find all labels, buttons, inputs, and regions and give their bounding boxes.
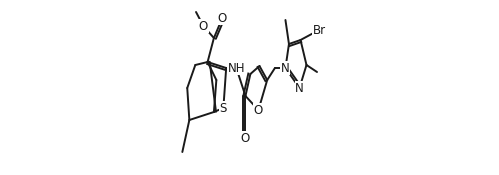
Text: O: O bbox=[218, 12, 227, 24]
Text: O: O bbox=[199, 19, 208, 33]
Text: O: O bbox=[254, 103, 263, 117]
Text: S: S bbox=[220, 102, 227, 114]
Text: O: O bbox=[241, 131, 250, 145]
Text: N: N bbox=[295, 82, 304, 95]
Text: NH: NH bbox=[228, 61, 245, 75]
Text: Br: Br bbox=[312, 23, 326, 37]
Text: N: N bbox=[281, 61, 290, 75]
